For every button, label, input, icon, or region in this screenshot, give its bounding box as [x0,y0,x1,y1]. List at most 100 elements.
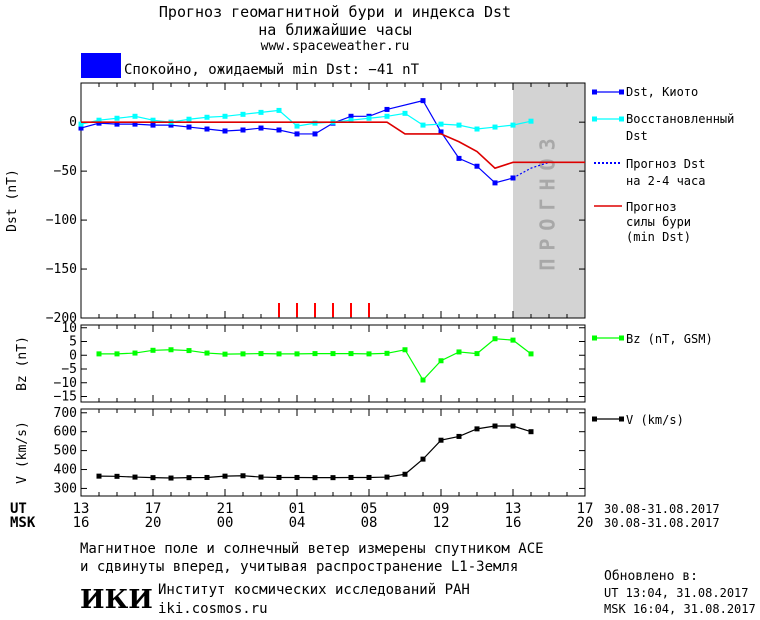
data-point [384,474,390,480]
legend-swatch-marker [592,89,597,95]
time-tick-label: 04 [288,515,306,531]
data-point [276,474,282,480]
series-line [98,425,532,479]
time-tick-label: 09 [432,501,450,517]
data-point [186,475,192,481]
y-tick-label: −5 [61,362,77,377]
data-point [132,121,138,127]
data-point [258,351,264,357]
data-point [114,115,120,121]
data-point [168,475,174,481]
data-point [510,337,516,343]
series-line [80,99,514,184]
data-point [438,358,444,364]
y-tick-label: 0 [69,115,77,130]
legend-forecast-line1: Прогноз Dst [626,157,706,171]
data-point [222,473,228,479]
data-point [150,347,156,353]
data-point [312,351,318,357]
legend-swatch-marker [619,335,624,341]
data-point [438,437,444,443]
legend-swatch-marker [619,89,624,95]
data-point [330,351,336,357]
data-point [420,456,426,462]
time-tick-label: 13 [504,501,522,517]
data-point [420,377,426,383]
legend-storm-line3: (min Dst) [626,230,692,244]
ut-axis-label: UT [10,501,27,517]
data-point [528,351,534,357]
site-url[interactable]: www.spaceweather.ru [260,39,410,54]
data-point [150,122,156,128]
data-point [366,115,372,121]
time-tick-label: 05 [360,501,378,517]
data-point [402,471,408,477]
panel-frame [80,408,586,497]
legend-storm-line1: Прогноз [626,200,677,214]
data-point [420,98,426,104]
iki-logo[interactable]: ИКИ [80,585,153,615]
data-point [222,128,228,134]
data-point [492,180,498,186]
time-tick-label: 21 [216,501,234,517]
data-point [492,336,498,342]
data-point [510,423,516,429]
data-point [348,113,354,119]
time-tick-label: 16 [72,515,90,531]
series-line [99,338,532,381]
data-point [204,474,210,480]
data-point [240,351,246,357]
series-line [512,161,585,179]
data-point [384,106,390,112]
data-point [114,351,120,357]
legend-forecast-line2: на 2-4 часа [626,174,706,188]
data-point [150,475,156,481]
data-point [474,426,480,432]
data-point [294,131,300,137]
data-point [384,350,390,356]
legend-swatch-marker [592,335,597,341]
data-point [294,474,300,480]
chart-title-line2: на ближайшие часы [258,21,412,39]
data-point [456,349,462,355]
data-point [348,117,354,123]
time-tick-label: 01 [288,501,306,517]
legend-storm-line2: силы бури [626,215,692,229]
y-tick-label: −15 [54,390,77,405]
data-point [258,474,264,480]
legend-v: V (km/s) [626,413,684,427]
data-point [96,351,102,357]
time-tick-label: 13 [72,501,90,517]
time-tick-label: 20 [144,515,162,531]
msk-axis-label: MSK [10,515,36,531]
data-point [276,351,282,357]
footer-note-line2: и сдвинуты вперед, учитывая распростране… [80,559,519,575]
legend-swatch-marker [619,416,624,422]
updated-ut: UT 13:04, 31.08.2017 [604,586,749,600]
data-point [294,351,300,357]
panel-frame [80,82,586,319]
data-point [312,131,318,137]
y-axis-label: V (km/s) [15,421,30,484]
y-tick-label: 10 [61,321,77,336]
time-tick-label: 17 [144,501,162,517]
y-tick-label: −50 [54,164,77,179]
data-point [294,123,300,129]
time-tick-label: 00 [216,515,234,531]
y-tick-label: 500 [54,444,77,459]
data-point [384,113,390,119]
legend-swatch-marker [592,116,597,122]
institute-url[interactable]: iki.cosmos.ru [158,601,268,617]
y-axis-label: Bz (nT) [15,336,30,391]
time-tick-label: 17 [576,501,594,517]
series-line [80,109,532,130]
y-tick-label: −10 [54,376,77,391]
legend-bz: Bz (nT, GSM) [626,332,713,346]
data-point [348,351,354,357]
data-point [438,121,444,127]
data-point [330,475,336,481]
data-point [276,127,282,133]
data-point [456,155,462,161]
legend-restored-line1: Восстановленный [626,112,735,126]
